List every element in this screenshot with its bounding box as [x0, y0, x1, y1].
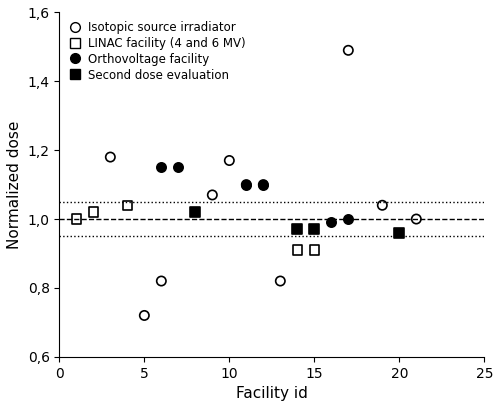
Point	[378, 202, 386, 208]
Point	[310, 247, 318, 253]
Point	[344, 216, 352, 222]
Point	[310, 226, 318, 233]
Point	[226, 157, 234, 164]
Point	[294, 226, 302, 233]
X-axis label: Facility id: Facility id	[236, 386, 308, 401]
Point	[192, 209, 200, 215]
Point	[124, 202, 132, 208]
Point	[242, 181, 250, 188]
Point	[412, 216, 420, 222]
Legend: Isotopic source irradiator, LINAC facility (4 and 6 MV), Orthovoltage facility, : Isotopic source irradiator, LINAC facili…	[65, 18, 248, 84]
Point	[158, 164, 166, 171]
Point	[396, 230, 404, 236]
Point	[106, 154, 114, 160]
Y-axis label: Normalized dose: Normalized dose	[7, 120, 22, 249]
Point	[90, 209, 98, 215]
Point	[294, 247, 302, 253]
Point	[140, 312, 148, 319]
Point	[242, 181, 250, 188]
Point	[260, 181, 268, 188]
Point	[72, 216, 80, 222]
Point	[158, 278, 166, 284]
Point	[328, 219, 336, 226]
Point	[344, 47, 352, 53]
Point	[174, 164, 182, 171]
Point	[208, 192, 216, 198]
Point	[260, 181, 268, 188]
Point	[276, 278, 284, 284]
